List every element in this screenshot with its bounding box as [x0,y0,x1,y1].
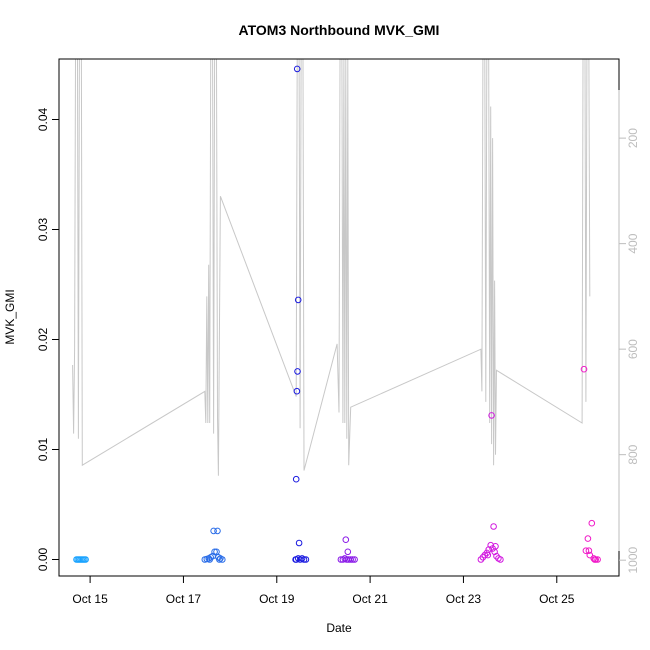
data-point [344,548,352,556]
data-point [293,387,301,395]
x-axis: Oct 15 Oct 17 Oct 19 Oct 21 Oct 23 Oct 2… [72,575,575,606]
data-point [294,368,301,375]
data-point [219,556,226,563]
y-tick-label: 0.00 [36,547,50,571]
data-point [216,556,223,563]
data-point [349,556,356,563]
x-axis-label: Date [326,621,352,635]
data-point [584,535,592,542]
x-tick-label: Oct 21 [352,592,388,606]
data-point [490,523,497,530]
data-point [594,556,601,563]
data-point [497,556,504,563]
chart-title: ATOM3 Northbound MVK_GMI [239,22,440,38]
x-tick-label: Oct 23 [446,592,482,606]
data-point [213,548,220,556]
data-point [210,527,217,535]
data-point [591,556,599,563]
x-tick-label: Oct 15 [72,592,108,606]
y-tick-label: 0.04 [36,107,50,131]
altitude-line-layer [72,58,591,476]
secondary-y-tick-label: 400 [626,233,640,253]
y-axis-label: MVK_GMI [3,289,17,344]
data-point [302,556,310,563]
data-point [293,65,301,73]
data-point [477,556,485,563]
secondary-y-tick-label: 600 [626,339,640,359]
data-point [206,556,213,563]
y-tick-label: 0.01 [36,437,50,461]
data-point [484,551,492,559]
y-axis: 0.00 0.01 0.02 0.03 0.04 [36,107,60,571]
data-point [292,475,300,483]
data-point [487,541,495,549]
data-points-layer [73,65,601,563]
data-point [588,519,596,527]
secondary-y-axis: 200 400 600 800 1000 [618,90,640,574]
data-point [351,556,358,563]
data-point [492,543,499,550]
data-point [586,551,594,559]
data-point [481,551,489,559]
data-point [211,548,218,556]
altitude-line [72,58,591,476]
data-point [295,539,303,547]
data-point [585,547,593,555]
data-point [342,536,350,544]
data-point [292,556,299,563]
data-point [300,556,308,563]
x-tick-label: Oct 25 [539,592,575,606]
x-tick-label: Oct 19 [259,592,295,606]
data-point [488,412,495,419]
secondary-y-tick-label: 1000 [626,547,640,574]
secondary-y-tick-label: 200 [626,128,640,148]
data-point [82,556,89,563]
data-point [580,365,588,373]
y-tick-label: 0.02 [36,327,50,351]
data-point [214,527,221,535]
y-tick-label: 0.03 [36,217,50,241]
x-tick-label: Oct 17 [166,592,202,606]
secondary-y-tick-label: 800 [626,444,640,464]
data-point [347,556,355,563]
data-point [582,547,590,555]
data-point [294,296,302,304]
